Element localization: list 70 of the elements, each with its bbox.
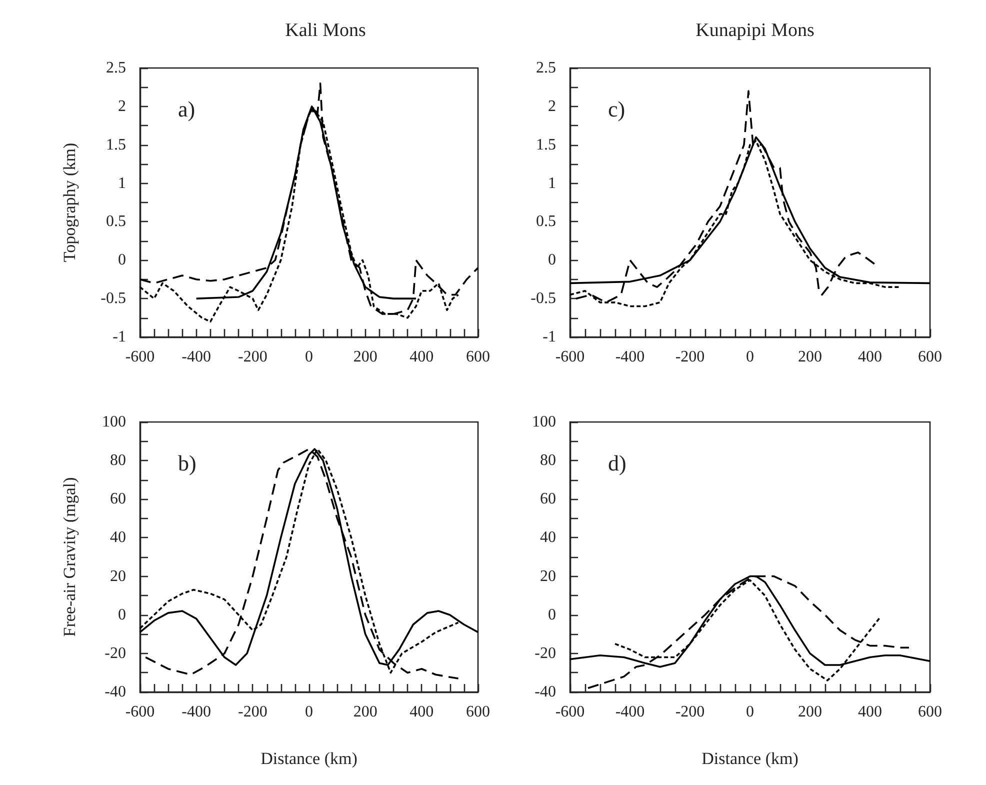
chart-title: Kali Mons <box>285 20 366 41</box>
y-tick-label: -20 <box>104 644 126 662</box>
y-tick-label: 80 <box>110 452 126 470</box>
x-tick-label: 200 <box>353 348 378 366</box>
y-tick-label: 20 <box>540 568 556 585</box>
x-tick-label: 0 <box>305 348 313 366</box>
y-tick-label: -20 <box>534 644 556 662</box>
y-tick-label: 60 <box>110 490 126 508</box>
x-tick-label: -400 <box>615 348 645 366</box>
y-tick-label: 40 <box>540 529 556 546</box>
x-tick-label: -400 <box>182 704 211 720</box>
y-tick-label: 2 <box>548 98 556 115</box>
y-tick-label: -1 <box>542 328 556 346</box>
x-tick-label: 200 <box>353 704 378 720</box>
y-tick-label: 1.5 <box>536 136 556 154</box>
annotation: b) <box>178 450 196 476</box>
x-tick-label: -600 <box>555 348 585 366</box>
x-tick-label: -200 <box>675 348 705 366</box>
y-tick-label: 0.5 <box>106 213 126 230</box>
y-tick-label: 0 <box>118 606 126 624</box>
x-tick-label: 400 <box>410 704 434 720</box>
x-tick-label: 600 <box>466 704 490 720</box>
y-tick-label: -1 <box>112 328 126 346</box>
y-tick-label: 100 <box>532 414 556 430</box>
x-tick-label: 0 <box>746 348 754 366</box>
y-tick-label: 100 <box>102 414 126 430</box>
y-tick-label: 1.5 <box>106 136 126 154</box>
y-tick-label: 0 <box>118 252 126 269</box>
y-tick-label: 1 <box>548 174 556 192</box>
y-tick-label: 0 <box>548 252 556 269</box>
y-tick-label: 40 <box>110 529 126 546</box>
x-tick-label: 200 <box>798 348 822 366</box>
x-tick-label: 600 <box>918 348 942 366</box>
x-axis-title: Distance (km) <box>702 749 798 768</box>
y-tick-label: 60 <box>540 490 556 508</box>
annotation: c) <box>608 96 626 122</box>
y-axis-title: Free-air Gravity (mgal) <box>60 477 79 637</box>
x-tick-label: 400 <box>858 704 882 720</box>
y-tick-label: 0 <box>548 606 556 624</box>
annotation: a) <box>178 96 196 122</box>
x-tick-label: 0 <box>746 704 754 720</box>
x-tick-label: -400 <box>615 704 645 720</box>
y-tick-label: -0.5 <box>100 290 126 308</box>
y-tick-label: 80 <box>540 452 556 470</box>
x-axis-title: Distance (km) <box>260 749 358 768</box>
y-tick-label: 0.5 <box>536 213 556 230</box>
x-tick-label: 400 <box>410 348 434 366</box>
y-tick-label: -0.5 <box>530 290 556 308</box>
y-tick-label: -40 <box>534 684 556 700</box>
x-tick-label: -600 <box>555 704 585 720</box>
x-tick-label: 0 <box>305 704 313 720</box>
x-tick-label: 200 <box>798 704 822 720</box>
chart-title: Kunapipi Mons <box>696 20 814 41</box>
y-tick-label: 2.5 <box>106 60 126 76</box>
y-tick-label: 20 <box>110 568 126 585</box>
x-tick-label: -600 <box>125 704 155 720</box>
y-tick-label: -40 <box>104 684 126 700</box>
y-tick-label: 1 <box>118 174 126 192</box>
y-tick-label: 2 <box>118 98 126 115</box>
x-tick-label: -600 <box>125 348 155 366</box>
y-tick-label: 2.5 <box>536 60 556 76</box>
x-tick-label: 600 <box>918 704 942 720</box>
x-tick-label: -200 <box>675 704 705 720</box>
x-tick-label: 600 <box>466 348 490 366</box>
y-axis-title: Topography (km) <box>60 142 79 262</box>
x-tick-label: 400 <box>858 348 882 366</box>
x-tick-label: -200 <box>238 704 268 720</box>
annotation: d) <box>608 450 626 476</box>
x-tick-label: -400 <box>182 348 211 366</box>
x-tick-label: -200 <box>238 348 268 366</box>
